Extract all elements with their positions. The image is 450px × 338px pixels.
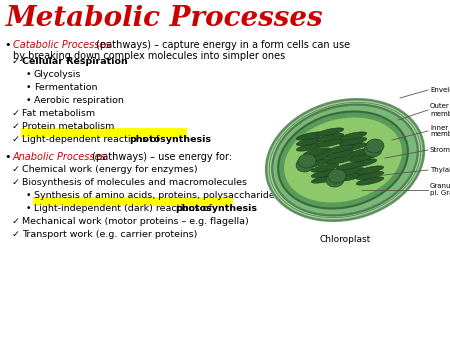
Text: photosynthesis: photosynthesis	[130, 135, 212, 144]
Ellipse shape	[364, 143, 382, 157]
Text: Granum
pl. Grana: Granum pl. Grana	[430, 184, 450, 196]
Ellipse shape	[303, 159, 331, 167]
Text: ✓: ✓	[12, 109, 20, 118]
Text: by breaking down complex molecules into simpler ones: by breaking down complex molecules into …	[13, 51, 285, 61]
Ellipse shape	[316, 134, 344, 142]
Text: (pathways) – use energy for:: (pathways) – use energy for:	[89, 152, 232, 162]
Ellipse shape	[326, 156, 354, 164]
Ellipse shape	[311, 164, 339, 172]
Ellipse shape	[296, 137, 324, 146]
Text: Light-independent (dark) reactions of: Light-independent (dark) reactions of	[34, 204, 215, 213]
Ellipse shape	[356, 177, 384, 185]
Text: ✓: ✓	[12, 57, 20, 66]
Text: •: •	[4, 40, 10, 50]
Ellipse shape	[366, 139, 384, 153]
Text: Envelope: Envelope	[430, 87, 450, 93]
Text: Metabolic Processes: Metabolic Processes	[6, 5, 324, 32]
Text: Protein metabolism: Protein metabolism	[22, 122, 114, 131]
Text: ✓: ✓	[12, 122, 20, 131]
Text: Fat metabolism: Fat metabolism	[22, 109, 95, 118]
Ellipse shape	[336, 173, 364, 181]
Ellipse shape	[326, 150, 354, 159]
Text: •: •	[26, 70, 32, 79]
Text: Aerobic respiration: Aerobic respiration	[34, 96, 124, 105]
Text: Chloroplast: Chloroplast	[320, 235, 371, 244]
Ellipse shape	[336, 167, 364, 176]
Text: Biosynthesis of molecules and macromolecules: Biosynthesis of molecules and macromolec…	[22, 178, 247, 187]
Text: •: •	[26, 96, 32, 105]
Text: Mechanical work (motor proteins – e.g. flagella): Mechanical work (motor proteins – e.g. f…	[22, 217, 249, 226]
Ellipse shape	[356, 171, 384, 179]
Text: photosynthesis: photosynthesis	[175, 204, 257, 213]
Ellipse shape	[296, 158, 314, 172]
Text: Cellular Respiration: Cellular Respiration	[22, 57, 128, 66]
Ellipse shape	[266, 99, 424, 221]
Ellipse shape	[349, 153, 377, 162]
Text: Thylakoids: Thylakoids	[430, 167, 450, 173]
Text: Inner
membrane: Inner membrane	[430, 124, 450, 138]
Text: ✓: ✓	[12, 165, 20, 174]
Text: Synthesis of amino acids, proteins, polysaccharides, lipids, etc: Synthesis of amino acids, proteins, poly…	[34, 191, 332, 200]
FancyBboxPatch shape	[33, 197, 233, 206]
Ellipse shape	[278, 112, 408, 209]
Text: ✓: ✓	[12, 217, 20, 226]
Ellipse shape	[303, 148, 331, 156]
Text: Glycolysis: Glycolysis	[34, 70, 81, 79]
Text: ✓: ✓	[12, 230, 20, 239]
Ellipse shape	[311, 169, 339, 178]
Ellipse shape	[349, 148, 377, 156]
Ellipse shape	[311, 175, 339, 183]
Text: Transport work (e.g. carrier proteins): Transport work (e.g. carrier proteins)	[22, 230, 198, 239]
Text: ✓: ✓	[12, 178, 20, 187]
Ellipse shape	[316, 139, 344, 147]
Text: •: •	[26, 83, 32, 92]
Text: Anabolic Processes: Anabolic Processes	[13, 152, 107, 162]
Text: •: •	[4, 152, 10, 162]
Ellipse shape	[296, 132, 324, 140]
Text: •: •	[26, 191, 32, 200]
Ellipse shape	[326, 145, 354, 153]
Ellipse shape	[298, 154, 316, 168]
Ellipse shape	[339, 132, 367, 140]
Ellipse shape	[326, 173, 344, 187]
Ellipse shape	[336, 162, 364, 170]
Ellipse shape	[339, 143, 367, 151]
Ellipse shape	[339, 137, 367, 146]
Ellipse shape	[328, 169, 346, 183]
Text: ✓: ✓	[12, 135, 20, 144]
Ellipse shape	[303, 153, 331, 162]
Text: •: •	[26, 204, 32, 213]
Ellipse shape	[356, 166, 384, 174]
FancyBboxPatch shape	[21, 128, 187, 137]
Ellipse shape	[316, 128, 344, 136]
Text: Catabolic Processes: Catabolic Processes	[13, 40, 111, 50]
Text: Chemical work (energy for enzymes): Chemical work (energy for enzymes)	[22, 165, 198, 174]
Ellipse shape	[296, 143, 324, 151]
Text: Fermentation: Fermentation	[34, 83, 98, 92]
Text: Outer
membrane: Outer membrane	[430, 103, 450, 117]
Ellipse shape	[272, 104, 418, 216]
Text: (pathways) – capture energy in a form cells can use: (pathways) – capture energy in a form ce…	[93, 40, 350, 50]
Ellipse shape	[349, 159, 377, 167]
Ellipse shape	[284, 118, 402, 202]
Text: Light-dependent reactions of: Light-dependent reactions of	[22, 135, 162, 144]
Text: Stroma: Stroma	[430, 147, 450, 153]
